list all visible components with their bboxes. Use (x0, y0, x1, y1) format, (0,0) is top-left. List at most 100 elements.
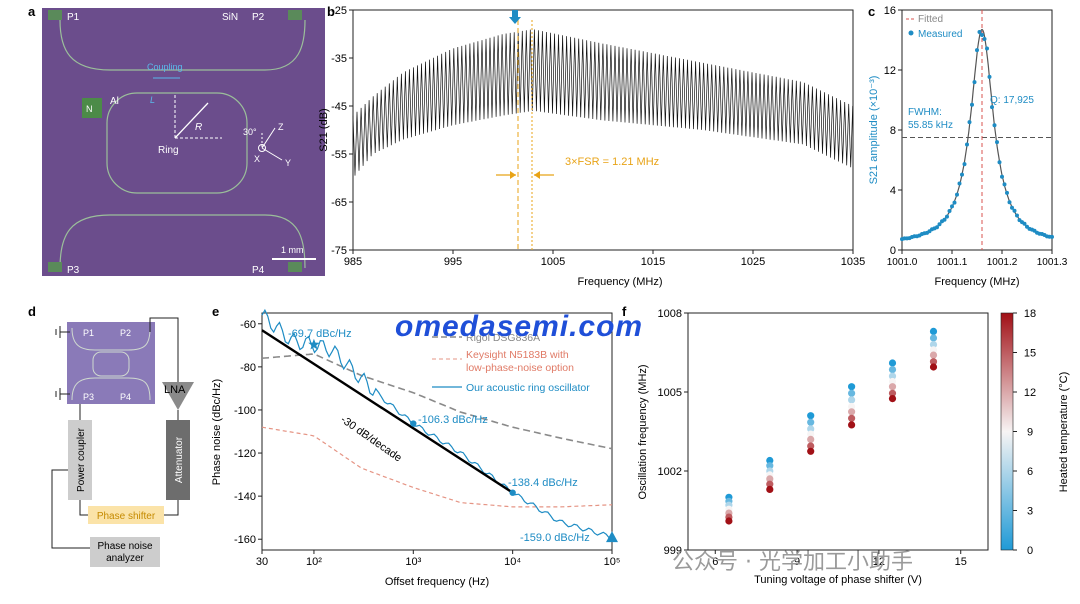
x-tick-label: 10³ (405, 556, 421, 568)
y-tick-label: -80 (240, 362, 256, 374)
x-axis-e: 30 10² 10³ 10⁴ 10⁵ (256, 550, 621, 568)
frequency-point (929, 327, 938, 335)
analyzer-label-2: analyzer (106, 553, 144, 564)
marker-dot (410, 420, 417, 427)
x-axis-b: 985 995 1005 1015 1025 1035 (344, 250, 865, 268)
resonance-marker-arrow (509, 10, 521, 24)
x-tick-label: 10⁴ (504, 556, 521, 568)
colorbar-tick-label: 0 (1027, 545, 1033, 557)
frequency-point (848, 389, 856, 397)
measured-point (955, 192, 959, 197)
analyzer-label-1: Phase noise (97, 541, 152, 552)
measured-point (977, 30, 982, 34)
lna-label: LNA (164, 384, 186, 396)
frequency-point (929, 351, 938, 359)
measured-point (995, 140, 999, 145)
x-tick-label: 12 (873, 556, 885, 568)
colorbar-tick-label: 3 (1027, 506, 1033, 518)
frequency-point (929, 358, 938, 366)
plot-frame-b (352, 9, 854, 251)
y-tick-label: 16 (884, 5, 896, 17)
y-axis-label-c: S21 amplitude (×10⁻³) (868, 76, 880, 185)
port-pad (288, 10, 302, 20)
axes-indicator (258, 127, 283, 161)
frequency-point (807, 430, 815, 438)
fwhm-annotation: FWHM: (908, 107, 942, 118)
power-coupler-label: Power coupler (76, 427, 87, 492)
frequency-point (807, 435, 815, 443)
x-tick-label: 995 (444, 256, 462, 268)
port-label-p2: P2 (252, 12, 265, 23)
colorbar-tick-label: 12 (1024, 387, 1036, 399)
y-tick-label: 999 (664, 545, 682, 557)
measured-point (962, 162, 967, 167)
measured-point (1002, 182, 1007, 187)
axis-z: Z (278, 122, 284, 132)
y-tick-label: -140 (234, 491, 256, 503)
port-label-p3: P3 (67, 265, 80, 276)
measured-point (1007, 200, 1012, 205)
watermark-site: omedasemi.com (395, 310, 644, 343)
x-tick-label: 1015 (641, 256, 665, 268)
y-axis-f: 999 1002 1005 1008 (658, 308, 688, 557)
plot-frame-f (687, 312, 989, 551)
legend-fitted: Fitted (918, 14, 943, 25)
radius-arrow (174, 102, 209, 139)
panel-label-d: d (28, 304, 36, 319)
port-pad (288, 262, 302, 272)
panel-a: a P1 P2 P3 P4 SiN Coupling L N Al R Ring (28, 4, 325, 276)
x-axis-label-c: Frequency (MHz) (935, 276, 1020, 288)
measured-point (990, 105, 994, 110)
colorbar-tick-label: 9 (1027, 427, 1033, 439)
frequency-point (848, 383, 856, 391)
measured-point (965, 142, 969, 147)
marker-triangle (606, 531, 618, 543)
port-label-p4: P4 (252, 265, 265, 276)
measured-point (1022, 221, 1027, 226)
radius-label: R (195, 122, 202, 133)
waveguides (59, 19, 306, 269)
measured-point (972, 80, 977, 85)
x-tick-label: 30 (256, 556, 268, 568)
measured-point (985, 46, 989, 51)
scale-bar-label: 1 mm (281, 245, 304, 255)
ports-a: P1 P2 P3 P4 (48, 10, 302, 276)
y-tick-label: -75 (331, 245, 347, 257)
colorbar-label: Heated temperature (°C) (1058, 372, 1070, 493)
device-p3: P3 (83, 392, 94, 402)
colorbar-tick-label: 18 (1024, 308, 1036, 320)
measured-point (982, 37, 987, 41)
frequency-point (888, 366, 897, 374)
colorbar-ticks: 0 3 6 9 12 15 18 (1013, 308, 1036, 557)
frequency-point (807, 442, 815, 450)
frequency-point (766, 475, 774, 483)
y-axis-b: -25 -35 -45 -55 -65 -75 (331, 5, 353, 257)
series-keysight (261, 426, 613, 508)
x-tick-label: 1001.0 (887, 257, 918, 268)
x-tick-label: 6 (712, 556, 718, 568)
fsr-arrowhead-right (534, 171, 540, 179)
ring-label: Ring (158, 145, 179, 156)
frequency-point (929, 363, 938, 371)
panel-label-c: c (868, 4, 875, 19)
y-tick-label: -100 (234, 405, 256, 417)
attenuator-label: Attenuator (174, 436, 185, 483)
x-tick-label: 1001.3 (1037, 257, 1068, 268)
measured-point (967, 120, 972, 125)
x-axis-c: 1001.0 1001.1 1001.2 1001.3 (887, 250, 1068, 268)
colorbar-tick-label: 6 (1027, 466, 1033, 478)
y-tick-label: 4 (890, 185, 896, 197)
frequency-point (766, 485, 774, 493)
measured-point (945, 214, 949, 219)
x-tick-label: 10⁵ (604, 556, 621, 568)
material-label: SiN (222, 12, 238, 23)
measured-point (975, 48, 979, 53)
y-tick-label: -120 (234, 448, 256, 460)
attenuator-box (166, 420, 190, 500)
marker-dot (509, 489, 516, 496)
frequency-point (888, 359, 897, 367)
y-tick-label: -65 (331, 197, 347, 209)
plot-frame-e (261, 312, 613, 551)
x-axis-label-f: Tuning voltage of phase shifter (V) (754, 574, 922, 586)
y-axis-label-e: Phase noise (dBc/Hz) (211, 379, 223, 485)
